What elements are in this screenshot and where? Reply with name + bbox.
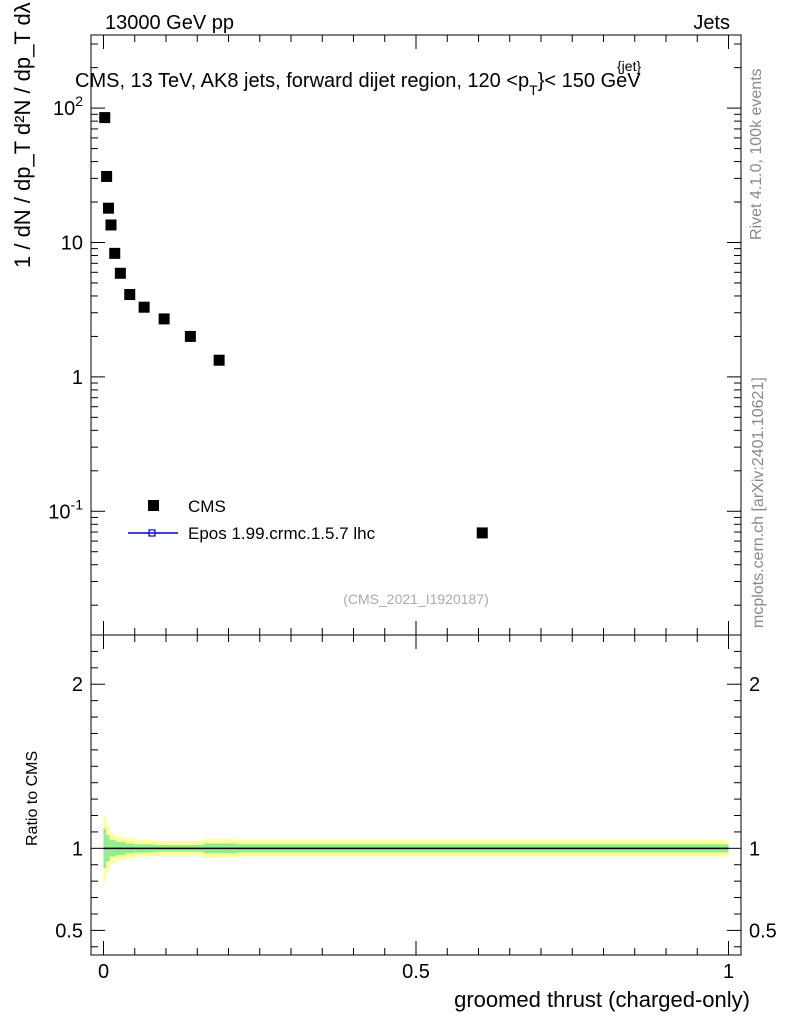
main-ytick-label: 102 [53, 93, 83, 120]
data-point [99, 112, 111, 124]
ratio-ytick-label-right: 2 [749, 674, 760, 696]
ratio-xtick-label: 1 [723, 961, 734, 983]
data-point [213, 354, 225, 366]
data-point [476, 527, 488, 539]
data-point [105, 219, 117, 231]
data-point [184, 330, 196, 342]
svg-text:1 / dN / dp_T d²N / dp_T dλ: 1 / dN / dp_T d²N / dp_T dλ [10, 2, 35, 268]
top-ylabel: 1 / dN / dp_T d²N / dp_T dλ [10, 2, 35, 268]
rivet-label: Rivet 4.1.0, 100k events [748, 68, 765, 240]
ratio-xtick-label: 0 [98, 961, 109, 983]
analysis-label: (CMS_2021_I1920187) [343, 591, 489, 607]
data-point [103, 202, 114, 214]
ratio-ytick-label: 0.5 [55, 920, 83, 942]
ratio-ylabel: Ratio to CMS [24, 751, 41, 846]
data-point [158, 313, 170, 325]
main-ytick-label: 1 [72, 367, 83, 389]
ratio-ytick-label: 1 [72, 838, 83, 860]
data-point [109, 247, 121, 259]
data-points [99, 112, 488, 539]
ratio-xtick-label: 0.5 [402, 961, 430, 983]
main-ytick-label: 10-1 [48, 496, 83, 523]
main-ytick-label: 10 [61, 232, 83, 254]
ratio-ytick-label: 2 [72, 674, 83, 696]
ratio-frame [90, 634, 742, 956]
data-point [138, 301, 150, 313]
legend-data-marker [148, 500, 159, 511]
plot-title-main: CMS, 13 TeV, AK8 jets, forward dijet reg… [75, 70, 529, 92]
plot-title-sup: {jet} [617, 58, 641, 74]
plot-frames [90, 34, 742, 956]
energy-label: 13000 GeV pp [105, 12, 234, 34]
legend-data-label: CMS [188, 497, 226, 516]
xlabel: groomed thrust (charged-only) [454, 987, 750, 1012]
data-point [124, 289, 136, 301]
legend: CMS Epos 1.99.crmc.1.5.7 lhc [128, 497, 376, 543]
mcplots-label: mcplots.cern.ch [arXiv:2401.10621] [750, 377, 767, 628]
ratio-ytick-label-right: 0.5 [749, 920, 777, 942]
legend-mc-marker [148, 529, 156, 537]
data-point [101, 170, 113, 182]
legend-mc-label: Epos 1.99.crmc.1.5.7 lhc [188, 524, 376, 543]
plot-title: CMS, 13 TeV, AK8 jets, forward dijet reg… [75, 70, 641, 98]
plot-title-sub: T [529, 82, 538, 98]
top-ylabel-text: 1 / dN / dp_T d²N / dp_T dλ [10, 2, 35, 268]
data-point [114, 267, 126, 279]
plot-title-tail: }< 150 GeV [538, 70, 642, 92]
ratio-ytick-label-right: 1 [749, 838, 760, 860]
category-label: Jets [693, 12, 730, 34]
